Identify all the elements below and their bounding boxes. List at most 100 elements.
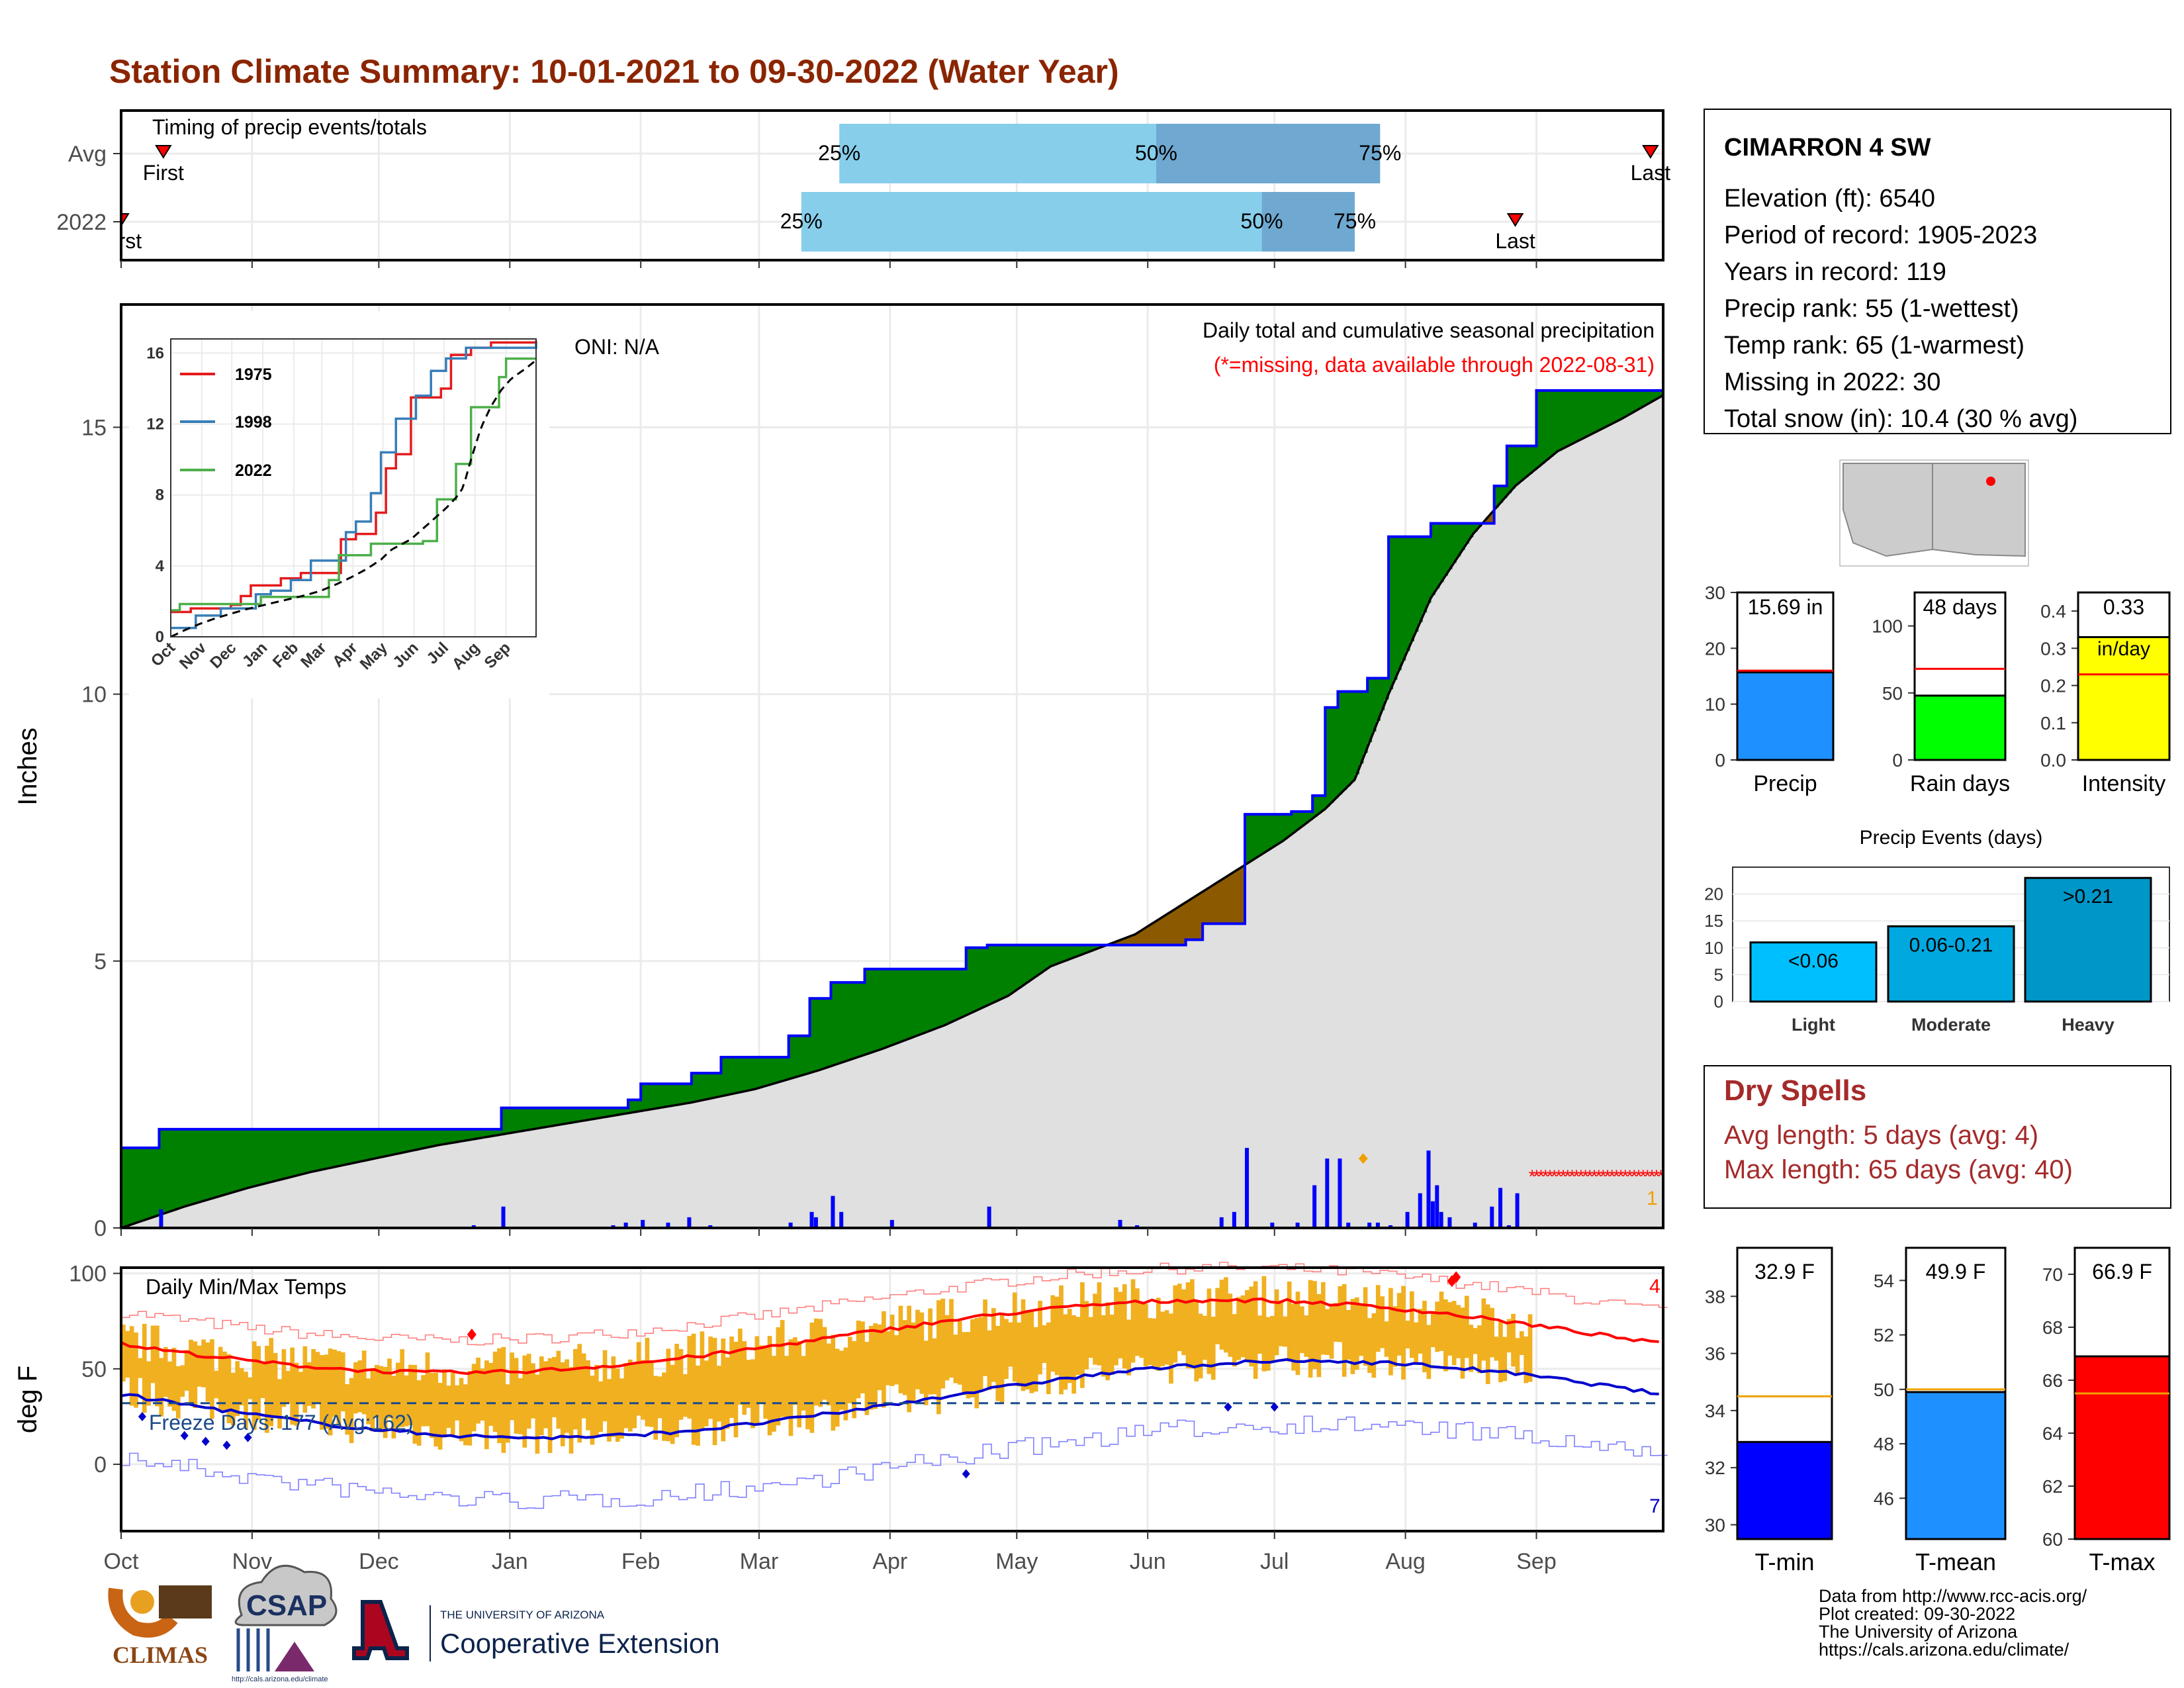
daily-temp-bar <box>674 1344 679 1438</box>
daily-temp-bar <box>932 1338 937 1395</box>
daily-temp-bar <box>729 1336 734 1419</box>
daily-precip-bar <box>1325 1158 1330 1228</box>
precip-departure-bar <box>712 1073 717 1098</box>
precip-departure-bar <box>526 1107 531 1130</box>
daily-temp-bar <box>387 1358 392 1419</box>
summary-bar-tick-label: 0.0 <box>2040 750 2066 771</box>
daily-precip-bar <box>1245 1148 1250 1228</box>
daily-temp-bar <box>721 1338 726 1442</box>
summary-bar-name: Precip <box>1753 771 1817 796</box>
precip-departure-bar <box>1422 536 1428 613</box>
daily-temp-bar <box>1029 1311 1034 1393</box>
precip-departure-bar <box>522 1107 527 1131</box>
precip-departure-bar <box>843 982 848 1062</box>
daily-temp-bar <box>953 1335 958 1383</box>
timing-p25-label: 25% <box>780 209 823 233</box>
temp-bar-tick-label: 50 <box>1874 1380 1894 1400</box>
daily-temp-bar <box>670 1364 675 1444</box>
daily-temp-bar <box>928 1308 933 1395</box>
precip-departure-bar <box>615 1107 620 1115</box>
precip-departure-bar <box>953 968 958 1021</box>
daily-temp-bar <box>700 1331 705 1429</box>
precip-departure-bar <box>758 1056 764 1088</box>
daily-precip-bar <box>1295 1222 1300 1228</box>
temp-bar-t-min: 30 32 34 36 38 32.9 F T-min <box>1705 1246 1833 1575</box>
precip-departure-bar <box>1033 945 1038 977</box>
daily-temp-bar <box>944 1315 950 1381</box>
precip-panel: 051015******************************1Dai… <box>13 303 1664 1241</box>
precip-departure-bar <box>1093 945 1098 950</box>
precip-departure-bar <box>1659 390 1664 397</box>
precip-departure-bar <box>1338 691 1343 794</box>
missing-note: (*=missing, data available through 2022-… <box>1214 353 1655 377</box>
precip-departure-bar <box>763 1056 768 1086</box>
precip-departure-bar <box>822 998 827 1068</box>
daily-temp-bar <box>801 1356 806 1411</box>
daily-temp-bar <box>171 1348 177 1411</box>
timing-last-label: Last <box>1495 229 1535 253</box>
precip-departure-bar <box>1494 486 1499 508</box>
daily-temp-bar <box>535 1374 540 1454</box>
events-bar <box>1887 925 2015 1003</box>
daily-temp-bar <box>175 1366 181 1419</box>
precip-departure-bar <box>150 1148 156 1217</box>
daily-temp-bar <box>1033 1327 1038 1392</box>
precip-frame <box>120 303 1664 1229</box>
daily-temp-bar <box>1367 1318 1372 1373</box>
missing-count-label: 1 <box>1647 1188 1658 1209</box>
precip-departure-bar <box>1439 523 1444 583</box>
daily-temp-bar <box>738 1329 743 1405</box>
temp-bar-tick-label: 46 <box>1874 1488 1894 1509</box>
precip-departure-bar <box>847 982 852 1060</box>
daily-temp-bar <box>772 1356 776 1432</box>
missing-marker: * <box>1635 1166 1643 1186</box>
daily-temp-bar <box>987 1330 992 1390</box>
precip-departure-bar <box>678 1084 684 1105</box>
daily-temp-bar <box>1308 1280 1313 1378</box>
precip-departure-bar <box>340 1129 345 1166</box>
daily-temp-bar <box>1164 1310 1169 1365</box>
precip-departure-bar <box>877 968 882 1050</box>
precip-departure-bar <box>1582 390 1588 438</box>
missing-marker: * <box>1639 1166 1647 1186</box>
precip-departure-bar <box>915 968 921 1036</box>
daily-temp-bar <box>244 1372 248 1429</box>
daily-temp-bar <box>666 1348 671 1442</box>
daily-temp-bar <box>1342 1284 1347 1377</box>
precip-departure-bar <box>1173 909 1178 945</box>
daily-temp-bar <box>1038 1301 1042 1375</box>
daily-temp-bar <box>395 1362 400 1428</box>
precip-departure-bar <box>1130 935 1136 945</box>
daily-temp-bar <box>1359 1305 1364 1356</box>
daily-precip-bar <box>1506 1225 1511 1228</box>
daily-temp-bar <box>1283 1316 1288 1347</box>
daily-temp-bar <box>877 1324 882 1391</box>
precip-departure-bar <box>1515 445 1520 485</box>
daily-temp-bar <box>433 1372 439 1447</box>
daily-temp-bar <box>712 1338 717 1446</box>
precip-departure-bar <box>983 947 988 1007</box>
precip-departure-bar <box>721 1056 726 1096</box>
inset-y-tick-label: 8 <box>156 487 164 504</box>
precip-departure-bar <box>1084 945 1089 953</box>
dry-spells-max: Max length: 65 days (avg: 40) <box>1724 1155 2073 1184</box>
precip-departure-bar <box>1206 887 1212 924</box>
daily-precip-bar <box>623 1222 628 1228</box>
timing-first-label: First <box>143 161 184 185</box>
precip-departure-bar <box>180 1129 185 1207</box>
daily-temp-bar <box>577 1344 582 1443</box>
precip-departure-bar <box>1625 390 1630 416</box>
temp-bar-fill <box>2073 1355 2171 1540</box>
daily-temp-bar <box>277 1379 282 1429</box>
precip-departure-bar <box>628 1100 633 1113</box>
precip-departure-bar <box>421 1129 426 1149</box>
daily-temp-bar <box>1502 1336 1508 1382</box>
precip-departure-bar <box>197 1129 202 1203</box>
daily-precip-bar <box>889 1219 894 1228</box>
daily-temp-bar <box>430 1373 434 1438</box>
precip-departure-bar <box>425 1129 430 1148</box>
precip-departure-bar <box>1308 812 1313 820</box>
precip-departure-bar <box>416 1129 422 1150</box>
dry-spells-title: Dry Spells <box>1724 1074 1866 1107</box>
missing-marker: * <box>1555 1166 1563 1186</box>
